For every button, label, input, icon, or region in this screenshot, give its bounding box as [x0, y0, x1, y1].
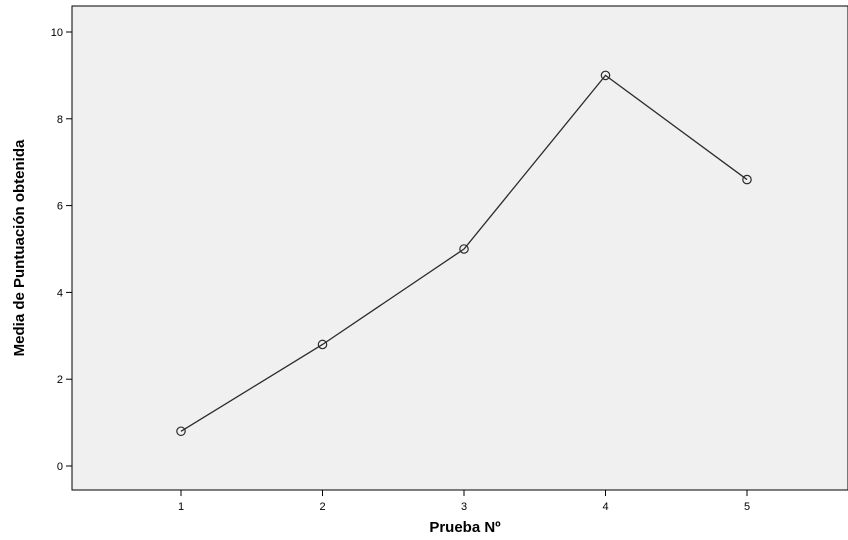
- series-markers: [176, 70, 752, 437]
- y-axis-ticks: 0 2 4 6 8 10: [51, 27, 72, 473]
- y-tick-label: 0: [57, 461, 63, 473]
- data-point-marker: [317, 339, 328, 350]
- x-tick-label: 2: [319, 501, 325, 513]
- data-point-marker: [742, 174, 752, 185]
- y-tick-label: 6: [57, 201, 63, 213]
- x-tick-label: 5: [744, 501, 750, 513]
- y-tick-label: 10: [51, 27, 63, 39]
- data-point-marker: [176, 426, 186, 437]
- x-tick-label: 3: [461, 501, 467, 513]
- series-line: [180, 74, 748, 432]
- x-tick-label: 1: [178, 501, 184, 513]
- data-point-marker: [459, 244, 469, 254]
- y-tick-label: 4: [57, 287, 63, 299]
- x-tick-label: 4: [602, 501, 608, 513]
- y-tick-label: 8: [57, 114, 63, 126]
- x-axis-title: Prueba Nº: [429, 519, 501, 536]
- y-tick-label: 2: [57, 374, 63, 386]
- data-point-marker: [600, 70, 611, 81]
- x-axis-ticks: 1 2 3 4 5: [178, 490, 750, 513]
- y-axis-title: Media de Puntuación obtenida: [11, 139, 28, 356]
